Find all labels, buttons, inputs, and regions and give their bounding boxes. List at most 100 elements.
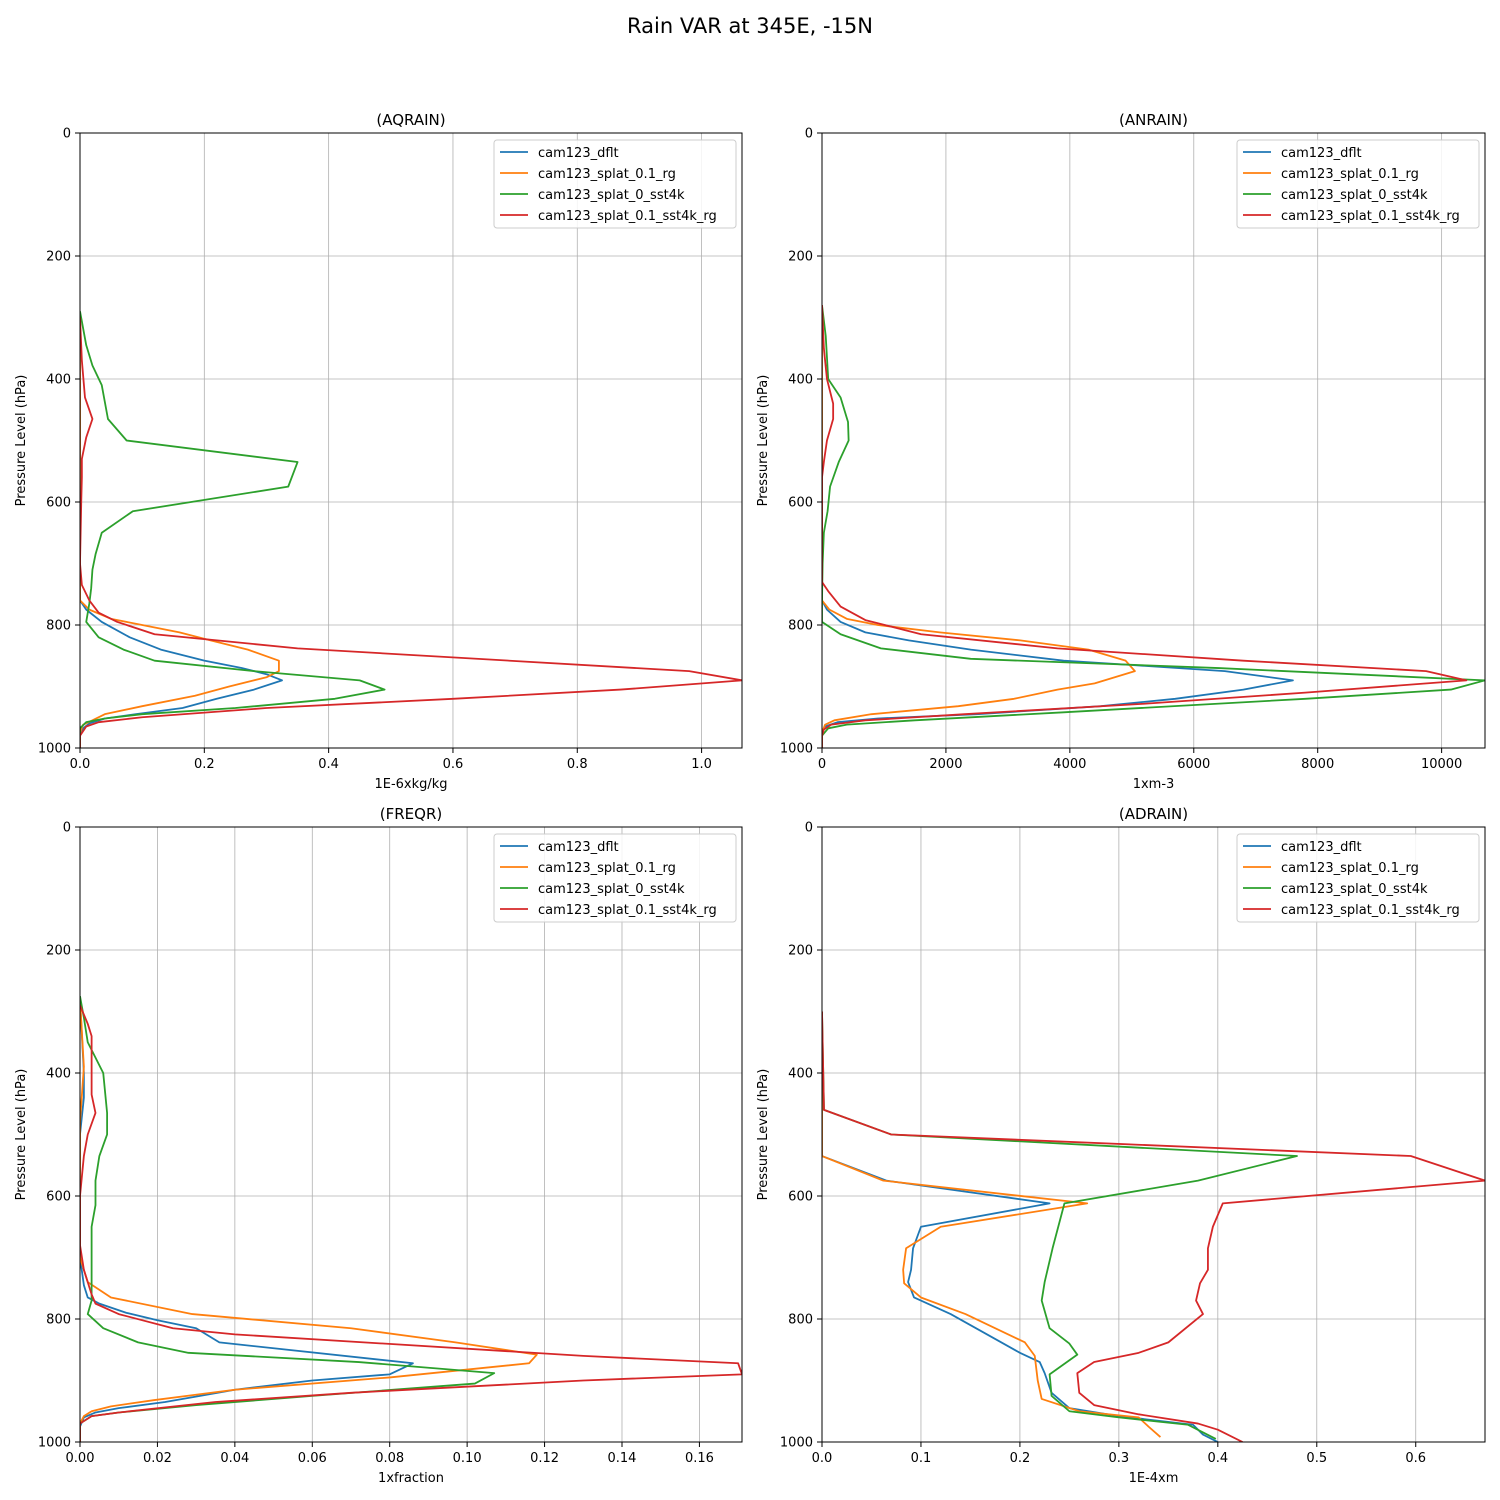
legend: cam123_dflt cam123_splat_0.1_rg cam123_spl… [493,139,737,229]
x-axis-label: 1xfraction [378,1471,444,1486]
legend-entry: cam123_splat_0.1_rg [538,167,676,182]
series-line-3 [80,995,496,1442]
legend-entry: cam123_splat_0.1_sst4k_rg [1281,903,1460,918]
x-tick-label: 2000 [929,757,962,772]
axes-frame [821,826,1486,1443]
series-line-1 [80,317,283,748]
x-tick-label: 0.04 [220,1451,249,1466]
series-line-2 [822,1011,1162,1438]
axes-frame [79,132,743,749]
y-tick-label: 0 [805,127,813,142]
x-tick-label: 1.0 [691,757,712,772]
legend-entry: cam123_splat_0_sst4k [1281,188,1428,203]
series-line-4 [80,317,742,748]
x-axis-label: 1E-4xm [1129,1471,1179,1486]
y-tick-label: 1000 [780,742,813,757]
y-tick-label: 0 [63,127,71,142]
subplot-title: (FREQR) [380,805,442,823]
subplot-title: (ADRAIN) [1119,805,1188,823]
legend-entry: cam123_dflt [538,840,619,855]
y-tick-label: 0 [805,821,813,836]
y-tick-label: 200 [788,944,813,959]
legend-entry: cam123_splat_0.1_rg [1281,861,1419,876]
x-tick-label: 0.16 [685,1451,714,1466]
figure-title: Rain VAR at 345E, -15N [627,14,873,38]
legend: cam123_dflt cam123_splat_0.1_rg cam123_spl… [493,833,737,923]
x-tick-label: 4000 [1053,757,1086,772]
series-line-4 [80,1005,742,1442]
x-tick-label: 0.08 [375,1451,404,1466]
x-tick-label: 0.6 [443,757,464,772]
x-tick-label: 0.4 [1207,1451,1228,1466]
x-tick-label: 0.1 [911,1451,932,1466]
legend-entry: cam123_splat_0.1_sst4k_rg [538,903,717,918]
y-tick-label: 1000 [38,1436,71,1451]
legend: cam123_dflt cam123_splat_0.1_rg cam123_spl… [1236,833,1480,923]
legend-box [493,833,737,923]
x-tick-label: 0.8 [567,757,588,772]
subplot-title: (AQRAIN) [376,111,445,129]
legend-entry: cam123_splat_0_sst4k [538,188,685,203]
x-axis-label: 1E-6xkg/kg [374,777,447,792]
y-axis-label: Pressure Level (hPa) [14,1069,29,1201]
y-tick-label: 800 [46,1313,71,1328]
y-tick-label: 400 [788,373,813,388]
subplot-1: 0.0 0.2 0.4 0.6 0.8 1.0 0 200 400 600 800 1000 (AQRA… [14,111,743,792]
series-line-4 [822,305,1468,748]
legend-box [493,139,737,229]
y-tick-label: 800 [46,619,71,634]
y-tick-label: 1000 [38,742,71,757]
x-tick-label: 0.14 [608,1451,637,1466]
y-axis-label: Pressure Level (hPa) [756,375,771,507]
y-axis-label: Pressure Level (hPa) [14,375,29,507]
x-tick-label: 0.10 [453,1451,482,1466]
x-tick-label: 0.2 [194,757,215,772]
x-tick-label: 0.5 [1306,1451,1327,1466]
subplot-title: (ANRAIN) [1119,111,1188,129]
x-tick-label: 0 [818,757,826,772]
subplot-3: 0.00 0.02 0.04 0.06 0.08 0.10 0.12 0.14 0.16 0 200… [14,805,743,1486]
legend: cam123_dflt cam123_splat_0.1_rg cam123_spl… [1236,139,1480,229]
y-tick-label: 200 [46,250,71,265]
y-tick-label: 600 [46,1190,71,1205]
series-line-2 [822,305,1136,748]
series-line-4 [822,1011,1485,1442]
y-tick-label: 400 [46,1067,71,1082]
x-tick-label: 0.12 [530,1451,559,1466]
y-tick-label: 0 [63,821,71,836]
series-line-1 [822,305,1294,748]
legend-entry: cam123_splat_0_sst4k [538,882,685,897]
legend-entry: cam123_dflt [1281,146,1362,161]
y-tick-label: 400 [46,373,71,388]
x-tick-label: 0.4 [318,757,339,772]
series-line-3 [822,305,1485,748]
y-tick-label: 800 [788,1313,813,1328]
y-tick-label: 400 [788,1067,813,1082]
legend-box [1236,833,1480,923]
legend-entry: cam123_dflt [538,146,619,161]
series-line-3 [80,311,386,748]
y-tick-label: 600 [788,496,813,511]
x-tick-label: 0.6 [1405,1451,1426,1466]
legend-entry: cam123_splat_0_sst4k [1281,882,1428,897]
series-line-2 [80,999,538,1442]
y-tick-label: 800 [788,619,813,634]
legend-entry: cam123_splat_0.1_rg [1281,167,1419,182]
series-line-3 [822,1011,1298,1440]
legend-entry: cam123_splat_0.1_sst4k_rg [538,209,717,224]
legend-entry: cam123_dflt [1281,840,1362,855]
y-tick-label: 600 [46,496,71,511]
x-tick-label: 0.3 [1109,1451,1130,1466]
x-tick-label: 0.06 [298,1451,327,1466]
axes-frame [821,132,1486,749]
y-axis-label: Pressure Level (hPa) [756,1069,771,1201]
x-tick-label: 0.00 [66,1451,95,1466]
x-tick-label: 6000 [1177,757,1210,772]
axes-frame [79,826,743,1443]
series-line-1 [80,999,414,1442]
x-tick-label: 0.0 [812,1451,833,1466]
legend-box [1236,139,1480,229]
y-tick-label: 1000 [780,1436,813,1451]
x-tick-label: 0.0 [70,757,91,772]
